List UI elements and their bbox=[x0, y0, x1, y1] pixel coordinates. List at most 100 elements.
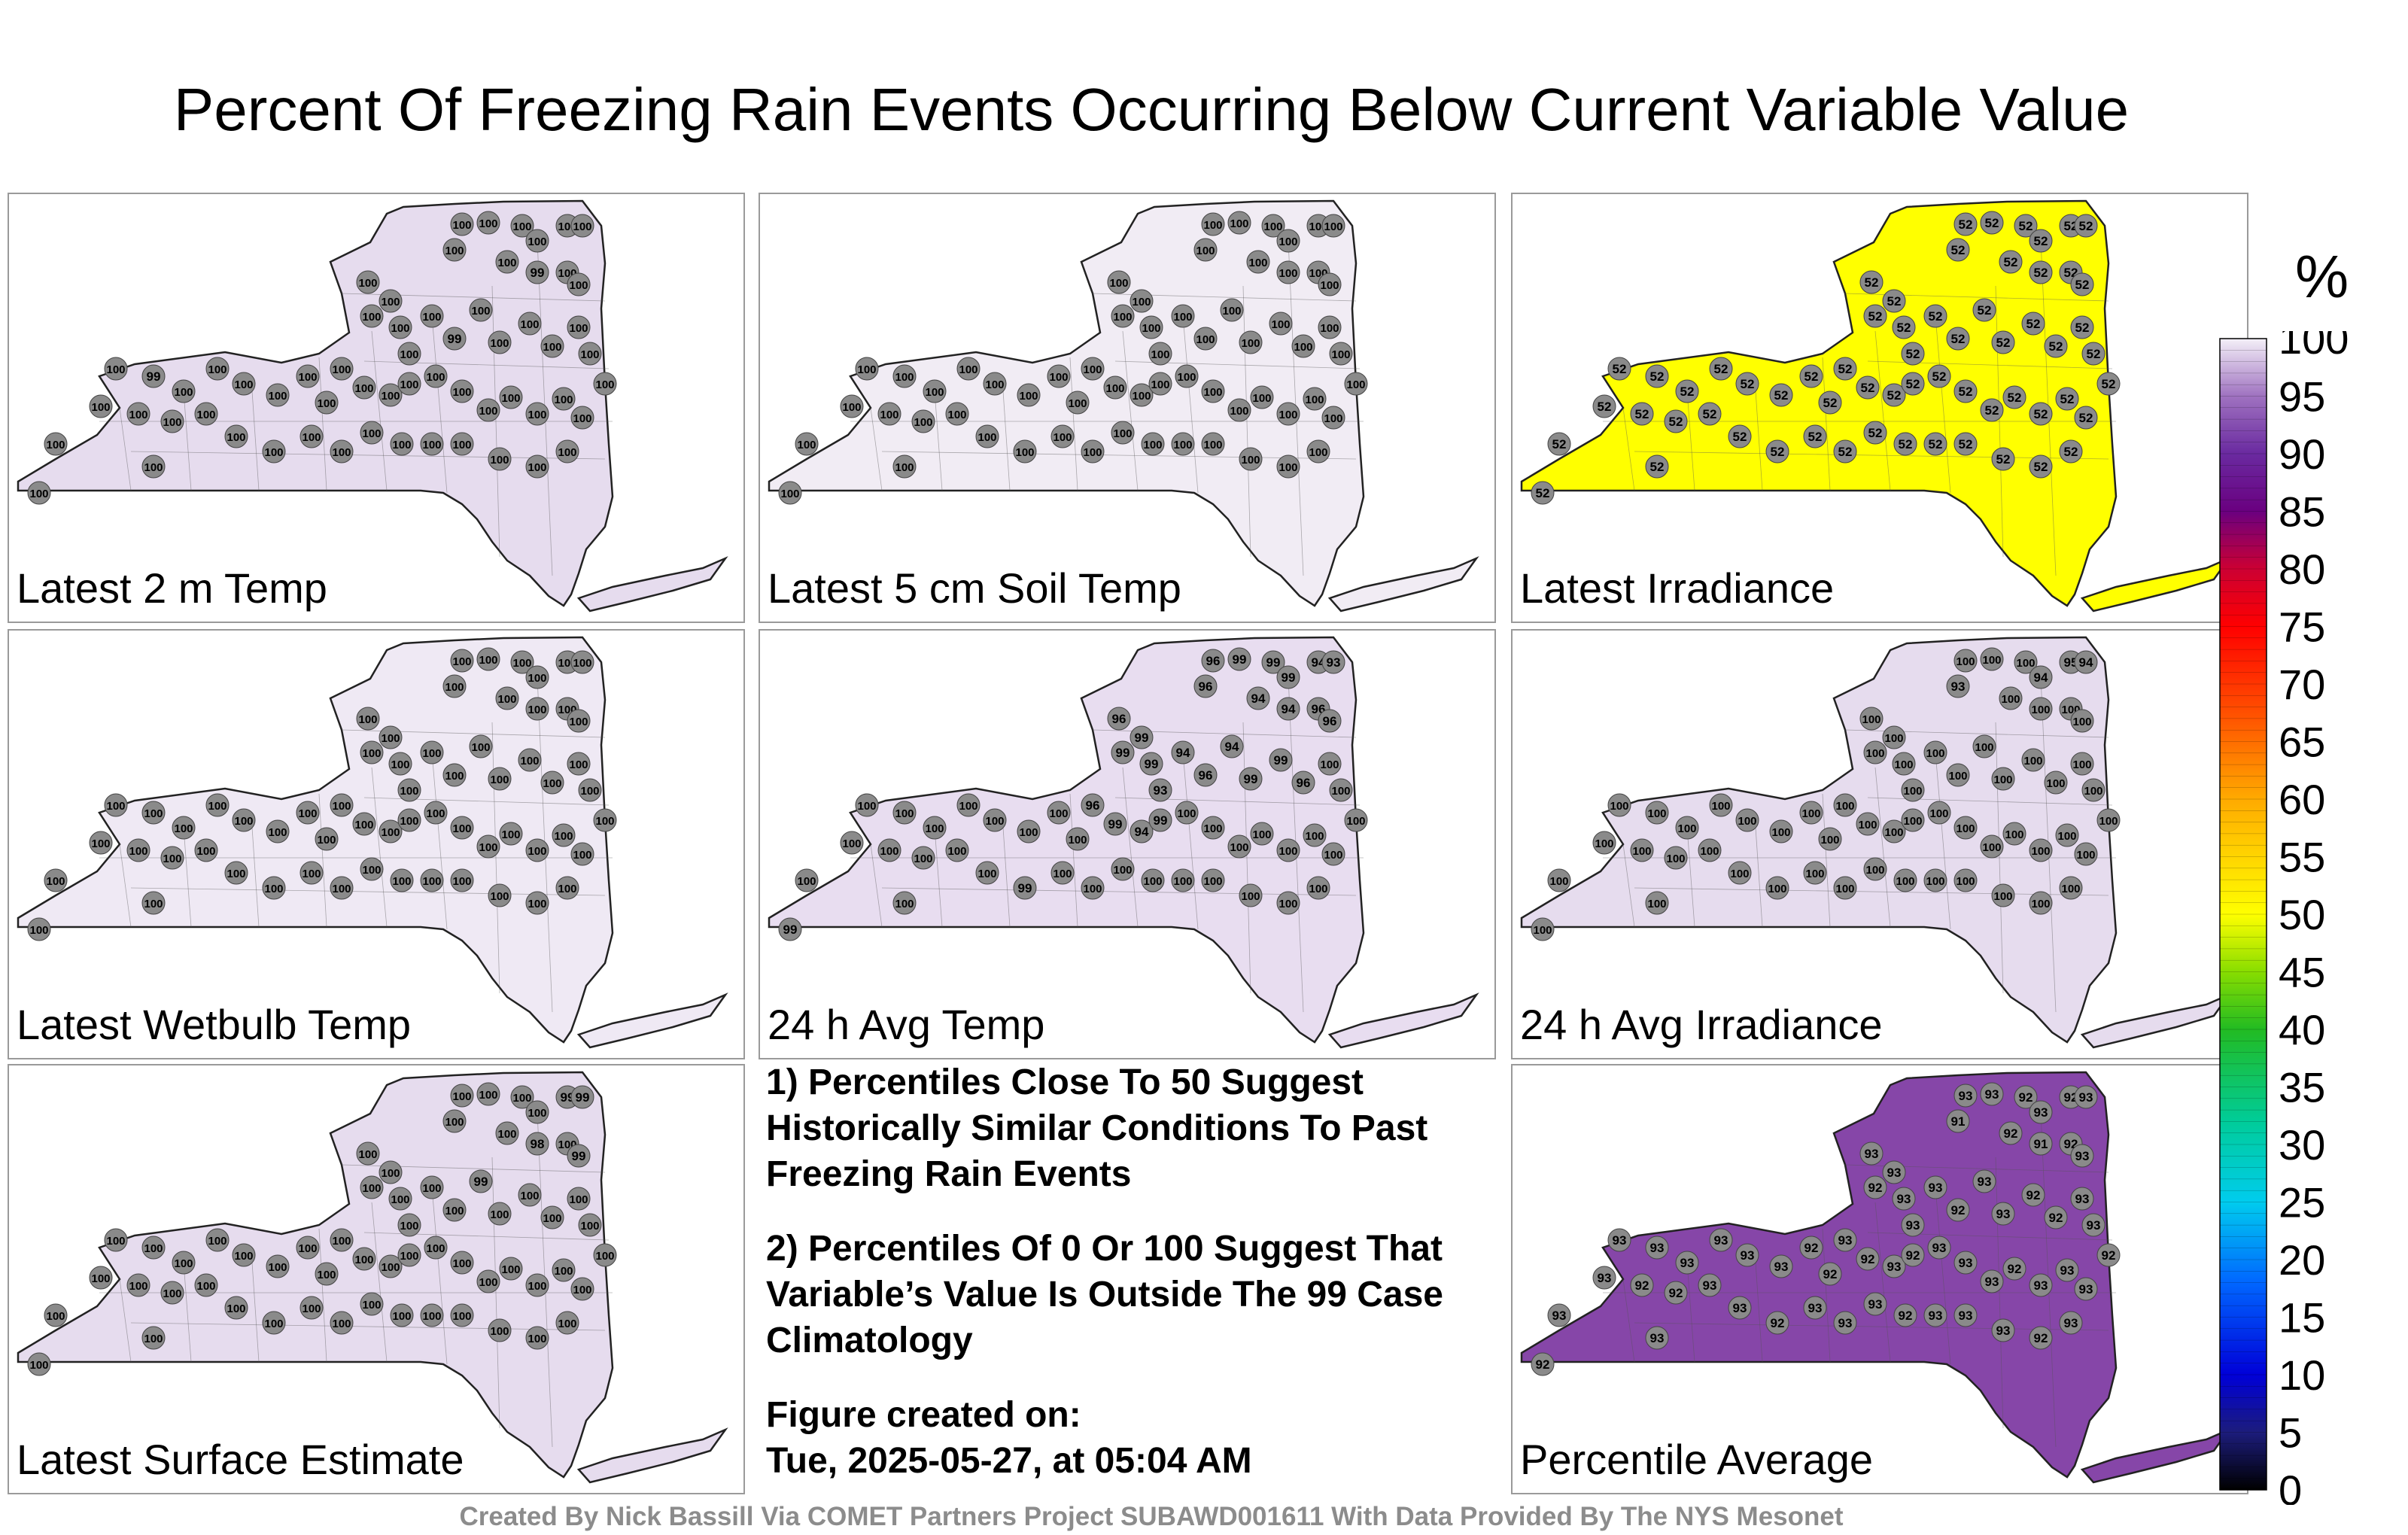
station-marker bbox=[1592, 394, 1616, 418]
county-line bbox=[130, 451, 606, 460]
station-value: 100 bbox=[857, 800, 876, 813]
station-value: 100 bbox=[208, 363, 227, 376]
station-value: 92 bbox=[1804, 1241, 1819, 1255]
station-marker bbox=[360, 740, 384, 764]
station-value: 100 bbox=[528, 1107, 546, 1120]
station-value: 100 bbox=[543, 1212, 561, 1225]
station-value: 100 bbox=[1903, 785, 1922, 798]
station-marker bbox=[296, 1236, 320, 1260]
station-marker bbox=[488, 883, 512, 907]
station-value: 100 bbox=[268, 826, 287, 839]
station-value: 100 bbox=[29, 1359, 48, 1372]
station-marker bbox=[2059, 876, 2083, 900]
station-value: 100 bbox=[298, 371, 317, 384]
colorbar-tick-label: 15 bbox=[2279, 1294, 2325, 1342]
station-marker bbox=[1227, 398, 1251, 422]
station-marker bbox=[450, 1251, 474, 1275]
county-line bbox=[183, 391, 192, 491]
station-value: 100 bbox=[1049, 807, 1068, 820]
county-line bbox=[1182, 752, 1199, 930]
station-marker bbox=[2074, 842, 2098, 866]
station-marker bbox=[1139, 315, 1163, 339]
station-value: 100 bbox=[354, 1254, 373, 1266]
station-value: 100 bbox=[1711, 800, 1730, 813]
station-value: 52 bbox=[2026, 317, 2041, 331]
station-value: 100 bbox=[925, 822, 944, 835]
station-marker bbox=[2044, 1205, 2068, 1230]
station-value: 100 bbox=[268, 1261, 287, 1274]
station-marker bbox=[1276, 838, 1300, 862]
station-marker bbox=[27, 1352, 51, 1376]
station-value: 100 bbox=[573, 849, 591, 862]
station-value: 100 bbox=[298, 1242, 317, 1255]
station-value: 52 bbox=[1714, 362, 1728, 376]
station-value: 100 bbox=[400, 815, 418, 828]
station-marker bbox=[1927, 1236, 1951, 1260]
station-marker bbox=[397, 342, 421, 366]
station-value: 100 bbox=[426, 1242, 445, 1255]
colorbar-tick-label: 35 bbox=[2279, 1064, 2325, 1111]
station-value: 100 bbox=[569, 279, 588, 292]
station-marker bbox=[1318, 315, 1342, 339]
station-value: 93 bbox=[1959, 1309, 1973, 1323]
map-panel: 100 100 100 100 100 100 100 100 100 100 100 100 100 1… bbox=[759, 193, 1496, 623]
station-marker bbox=[262, 876, 286, 900]
station-marker bbox=[1927, 801, 1951, 825]
station-marker bbox=[1953, 868, 1978, 892]
station-marker bbox=[442, 1109, 467, 1133]
station-marker bbox=[388, 752, 412, 776]
station-value: 94 bbox=[1225, 740, 1239, 754]
station-marker bbox=[296, 364, 320, 388]
station-value: 100 bbox=[2023, 755, 2042, 768]
station-marker bbox=[224, 1296, 248, 1320]
station-marker bbox=[224, 861, 248, 885]
station-value: 100 bbox=[1278, 267, 1297, 280]
station-marker bbox=[1645, 364, 1669, 388]
station-value: 100 bbox=[317, 1269, 336, 1281]
station-marker bbox=[420, 868, 444, 892]
station-marker bbox=[1698, 1273, 1722, 1297]
station-value: 52 bbox=[1650, 460, 1665, 474]
station-value: 100 bbox=[91, 1272, 110, 1285]
station-value: 100 bbox=[91, 401, 110, 414]
station-marker bbox=[518, 1183, 542, 1207]
station-marker bbox=[1250, 822, 1274, 846]
station-marker bbox=[1130, 289, 1154, 313]
station-marker bbox=[104, 793, 128, 817]
notes: 1) Percentiles Close To 50 Suggest Histo… bbox=[766, 1059, 1488, 1512]
station-value: 100 bbox=[129, 409, 147, 421]
station-marker bbox=[840, 394, 864, 418]
station-value: 96 bbox=[1199, 679, 1213, 694]
long-island-outline bbox=[576, 556, 728, 612]
station-marker bbox=[104, 1228, 128, 1252]
station-value: 92 bbox=[1861, 1252, 1875, 1266]
station-value: 93 bbox=[1650, 1331, 1665, 1345]
station-marker bbox=[1901, 342, 1925, 366]
station-marker bbox=[1017, 819, 1041, 843]
station-value: 100 bbox=[426, 371, 445, 384]
station-value: 93 bbox=[1680, 1256, 1695, 1270]
station-marker bbox=[1856, 1247, 1880, 1271]
station-marker bbox=[1201, 379, 1225, 403]
station-marker bbox=[1833, 439, 1857, 464]
county-line bbox=[881, 887, 1357, 896]
station-marker bbox=[104, 357, 128, 381]
station-marker bbox=[27, 917, 51, 941]
station-value: 100 bbox=[2072, 716, 2091, 728]
station-marker bbox=[525, 697, 549, 721]
station-value: 100 bbox=[144, 1333, 163, 1345]
station-value: 100 bbox=[471, 741, 490, 754]
station-marker bbox=[1953, 1303, 1978, 1327]
county-line bbox=[318, 793, 327, 928]
station-marker bbox=[877, 838, 901, 862]
station-value: 100 bbox=[1230, 405, 1248, 418]
county-line bbox=[1935, 315, 1951, 494]
county-line bbox=[1002, 379, 1011, 491]
station-value: 100 bbox=[497, 1128, 516, 1141]
station-value: 100 bbox=[895, 898, 914, 910]
station-marker bbox=[2070, 315, 2094, 339]
long-island-outline bbox=[2080, 992, 2232, 1049]
station-value: 100 bbox=[452, 1257, 471, 1270]
station-value: 100 bbox=[1549, 875, 1568, 888]
station-value: 52 bbox=[1887, 294, 1902, 309]
